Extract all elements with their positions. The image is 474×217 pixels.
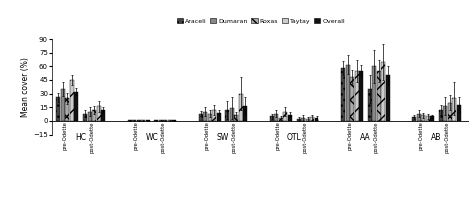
- Bar: [208, 114, 212, 121]
- Bar: [159, 120, 163, 121]
- Bar: [283, 112, 287, 121]
- Bar: [417, 114, 421, 121]
- Bar: [350, 77, 354, 121]
- Text: AA: AA: [360, 133, 371, 142]
- Bar: [141, 120, 145, 121]
- Text: post-Odette: post-Odette: [160, 121, 165, 153]
- Bar: [70, 80, 74, 121]
- Bar: [212, 110, 216, 121]
- Bar: [74, 92, 79, 121]
- Text: OTL: OTL: [287, 133, 301, 142]
- Text: pre-Odette: pre-Odette: [347, 121, 352, 150]
- Bar: [88, 112, 91, 121]
- Bar: [274, 114, 278, 121]
- Bar: [412, 117, 416, 121]
- Bar: [301, 118, 305, 121]
- Bar: [346, 64, 350, 121]
- Bar: [97, 106, 100, 121]
- Bar: [239, 94, 243, 121]
- Bar: [56, 97, 61, 121]
- Text: HC: HC: [75, 133, 86, 142]
- Bar: [359, 71, 363, 121]
- Bar: [381, 62, 385, 121]
- Text: pre-Odette: pre-Odette: [418, 121, 423, 150]
- Bar: [101, 110, 105, 121]
- Y-axis label: Mean cover (%): Mean cover (%): [21, 57, 30, 117]
- Bar: [452, 98, 456, 121]
- Text: post-Odette: post-Odette: [89, 121, 94, 153]
- Bar: [146, 120, 150, 121]
- Bar: [377, 71, 381, 121]
- Text: post-Odette: post-Odette: [445, 121, 450, 153]
- Text: post-Odette: post-Odette: [374, 121, 379, 153]
- Bar: [217, 113, 221, 121]
- Bar: [168, 120, 172, 121]
- Bar: [243, 106, 247, 121]
- Bar: [230, 108, 234, 121]
- Bar: [341, 68, 345, 121]
- Bar: [368, 89, 372, 121]
- Bar: [386, 76, 390, 121]
- Bar: [203, 112, 207, 121]
- Text: pre-Odette: pre-Odette: [63, 121, 67, 150]
- Text: WC: WC: [146, 133, 158, 142]
- Text: post-Odette: post-Odette: [231, 121, 237, 153]
- Bar: [65, 98, 70, 121]
- Bar: [430, 116, 434, 121]
- Bar: [439, 110, 443, 121]
- Bar: [355, 71, 358, 121]
- Bar: [306, 119, 310, 121]
- Bar: [226, 110, 229, 121]
- Text: post-Odette: post-Odette: [302, 121, 308, 153]
- Bar: [234, 115, 238, 121]
- Bar: [163, 120, 167, 121]
- Bar: [457, 105, 461, 121]
- Bar: [426, 116, 430, 121]
- Bar: [172, 120, 176, 121]
- Bar: [288, 115, 292, 121]
- Bar: [128, 120, 132, 121]
- Bar: [154, 120, 158, 121]
- Bar: [61, 89, 65, 121]
- Bar: [270, 116, 274, 121]
- Bar: [83, 114, 87, 121]
- Legend: Araceli, Dumaran, Roxas, Taytay, Overall: Araceli, Dumaran, Roxas, Taytay, Overall: [174, 15, 347, 26]
- Text: pre-Odette: pre-Odette: [276, 121, 281, 150]
- Bar: [199, 114, 203, 121]
- Bar: [132, 120, 136, 121]
- Bar: [310, 117, 314, 121]
- Bar: [279, 118, 283, 121]
- Bar: [448, 103, 452, 121]
- Bar: [137, 120, 141, 121]
- Bar: [372, 66, 376, 121]
- Text: pre-Odette: pre-Odette: [205, 121, 210, 150]
- Text: SW: SW: [217, 133, 229, 142]
- Bar: [297, 119, 301, 121]
- Text: AB: AB: [431, 133, 442, 142]
- Bar: [443, 106, 447, 121]
- Bar: [92, 110, 96, 121]
- Bar: [421, 115, 425, 121]
- Bar: [315, 118, 319, 121]
- Text: pre-Odette: pre-Odette: [134, 121, 138, 150]
